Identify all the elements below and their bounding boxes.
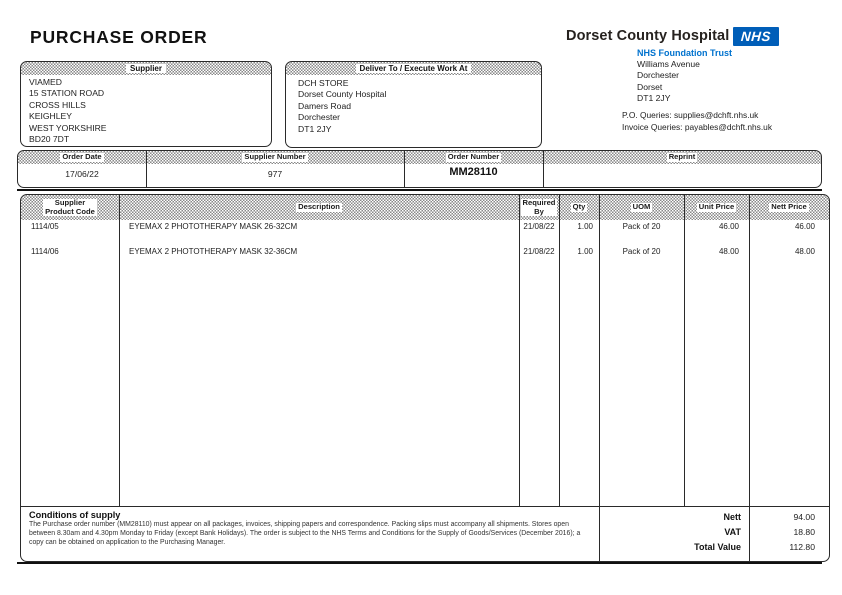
supplier-address-box: Supplier VIAMED 15 STATION ROAD CROSS HI… — [20, 61, 272, 147]
supplier-address: VIAMED 15 STATION ROAD CROSS HILLS KEIGH… — [29, 77, 107, 145]
nett-value: 94.00 — [793, 512, 815, 522]
trust-name: NHS Foundation Trust — [637, 48, 732, 58]
supplier-address-line: BD20 7DT — [29, 134, 70, 145]
order-number-value: MM28110 — [449, 166, 498, 178]
col-header-qty: Qty — [570, 202, 588, 212]
supplier-address-line: VIAMED — [29, 77, 62, 87]
supplier-box-header-band: Supplier — [21, 62, 271, 75]
supplier-number-value: 977 — [267, 169, 283, 179]
deliver-box-header-band: Deliver To / Execute Work At — [286, 62, 541, 75]
table-header-band — [21, 195, 829, 220]
column-divider — [749, 195, 750, 561]
row-unit-price: 46.00 — [718, 222, 739, 231]
row-uom: Pack of 20 — [622, 222, 661, 231]
row-nett-price: 46.00 — [794, 222, 815, 231]
footer-separator — [21, 506, 829, 507]
row-required-by: 21/08/22 — [523, 247, 555, 256]
row-unit-price: 48.00 — [718, 247, 739, 256]
order-date-value: 17/06/22 — [65, 169, 99, 179]
po-queries: P.O. Queries: supplies@dchft.nhs.uk — [622, 110, 759, 120]
items-table: Supplier Product Code Description Requir… — [20, 194, 830, 562]
conditions-block: Conditions of supply The Purchase order … — [29, 510, 591, 548]
col-header-description: Description — [296, 202, 342, 212]
supplier-address-line: 15 STATION ROAD — [29, 88, 105, 99]
info-row-divider — [146, 151, 147, 187]
conditions-text: The Purchase order number (MM28110) must… — [29, 521, 581, 547]
supplier-box-label: Supplier — [125, 64, 166, 73]
deliver-address-line: DT1 2JY — [298, 123, 332, 134]
deliver-address-line: DCH STORE — [298, 78, 349, 88]
column-divider — [599, 195, 600, 561]
col-header-unit-price: Unit Price — [696, 202, 737, 212]
nhs-logo: NHS — [733, 27, 779, 46]
supplier-address-line: CROSS HILLS — [29, 99, 86, 110]
column-divider — [119, 195, 120, 506]
order-date-header: Order Date — [60, 152, 104, 162]
col-header-nett-price: Nett Price — [769, 202, 809, 212]
hospital-address-line: Dorset — [637, 81, 663, 92]
row-product-code: 1114/05 — [31, 222, 59, 231]
col-header-uom: UOM — [630, 202, 653, 212]
order-number-header: Order Number — [445, 152, 502, 162]
row-description: EYEMAX 2 PHOTOTHERAPY MASK 32-36CM — [129, 247, 298, 256]
deliver-to-box: Deliver To / Execute Work At DCH STORE D… — [285, 61, 542, 148]
bottom-rule — [17, 562, 822, 565]
supplier-address-line: WEST YORKSHIRE — [29, 122, 107, 133]
vat-value: 18.80 — [793, 527, 815, 537]
reprint-header: Reprint — [666, 152, 698, 162]
info-row-divider — [543, 151, 544, 187]
deliver-address-line: Damers Road — [298, 100, 352, 111]
row-required-by: 21/08/22 — [523, 222, 555, 231]
column-divider — [684, 195, 685, 506]
queries-block: P.O. Queries: supplies@dchft.nhs.uk Invo… — [622, 110, 772, 133]
total-value-label: Total Value — [694, 542, 741, 552]
column-divider — [519, 195, 520, 506]
invoice-queries: Invoice Queries: payables@dchft.nhs.uk — [622, 121, 773, 132]
row-qty: 1.00 — [577, 222, 593, 231]
conditions-title: Conditions of supply — [29, 510, 121, 520]
nhs-logo-text: NHS — [740, 29, 772, 44]
col-header-product-code: Supplier Product Code — [43, 197, 97, 217]
column-divider — [559, 195, 560, 506]
deliver-box-label: Deliver To / Execute Work At — [355, 64, 472, 73]
col-header-required-by: Required By — [520, 197, 558, 217]
total-value: 112.80 — [789, 542, 815, 552]
supplier-address-line: KEIGHLEY — [29, 111, 72, 122]
row-nett-price: 48.00 — [794, 247, 815, 256]
row-product-code: 1114/06 — [31, 247, 59, 256]
hospital-address: Williams Avenue Dorchester Dorset DT1 2J… — [637, 59, 700, 105]
deliver-address-line: Dorchester — [298, 112, 341, 123]
order-info-row: Order Date Supplier Number Order Number … — [17, 150, 822, 188]
hospital-address-line: Dorchester — [637, 70, 680, 81]
info-row-divider — [404, 151, 405, 187]
row-description: EYEMAX 2 PHOTOTHERAPY MASK 26-32CM — [129, 222, 298, 231]
hospital-address-line: DT1 2JY — [637, 93, 671, 104]
nett-label: Nett — [723, 512, 742, 522]
vat-label: VAT — [724, 527, 741, 537]
hospital-name: Dorset County Hospital — [566, 28, 730, 44]
separator-rule — [17, 189, 822, 192]
row-uom: Pack of 20 — [622, 247, 661, 256]
deliver-address: DCH STORE Dorset County Hospital Damers … — [298, 78, 386, 135]
row-qty: 1.00 — [577, 247, 593, 256]
deliver-address-line: Dorset County Hospital — [298, 89, 387, 100]
supplier-number-header: Supplier Number — [242, 152, 308, 162]
info-row-header-band — [18, 151, 821, 164]
hospital-address-line: Williams Avenue — [637, 59, 700, 69]
page-title: PURCHASE ORDER — [30, 27, 208, 47]
